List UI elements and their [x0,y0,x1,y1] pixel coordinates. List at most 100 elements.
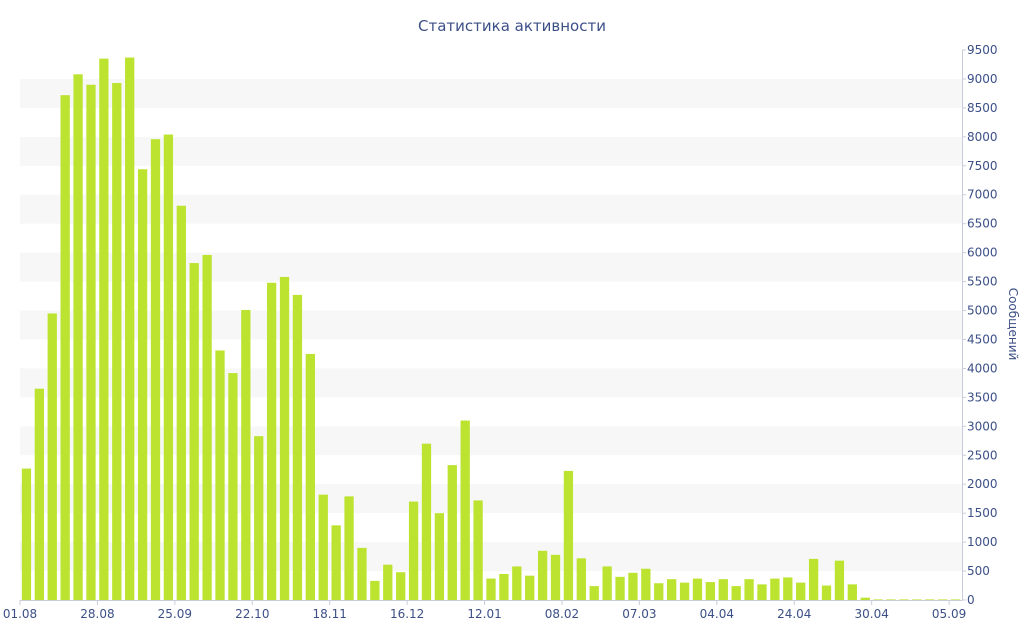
bar [215,350,225,600]
bar [550,554,561,600]
bar [718,579,728,600]
bar [370,580,380,600]
bar [512,566,522,600]
bar [912,599,922,600]
bar-series [21,57,961,601]
bar [163,134,174,600]
bar [241,309,251,600]
x-tick-label: 30.04 [854,607,888,621]
bar [821,585,832,600]
y-tick-label: 0 [967,593,975,607]
y-tick-label: 9500 [967,43,998,57]
bar [292,294,303,600]
grid-band [20,542,962,572]
x-tick-label: 12.01 [467,607,501,621]
bar [176,205,186,601]
bar [873,599,883,600]
bar [21,468,32,600]
y-tick-label: 4500 [967,332,998,346]
bar [860,597,870,600]
bar [266,282,277,600]
bar [60,95,70,600]
bar [486,578,496,600]
bar [421,443,432,600]
axes: 0 500 1000 1500 2000 2500 3000 3500 4000 4500 5000… [3,43,998,621]
grid-band [20,78,962,108]
bar [654,583,664,600]
grid-band [20,252,962,282]
bar [925,599,935,600]
grid-band [20,426,962,456]
bar [899,599,909,600]
bar [667,579,677,600]
bar [692,578,703,600]
y-tick-label: 5000 [967,304,998,318]
bar [679,582,690,600]
y-tick-label: 2500 [967,448,998,462]
bar [834,560,845,600]
x-tick-label: 05.09 [932,607,966,621]
bar [757,584,767,600]
bar [112,83,122,600]
bar [589,586,599,600]
bar [305,353,315,600]
y-tick-label: 6500 [967,217,998,231]
y-tick-label: 500 [967,564,990,578]
y-tick-label: 2000 [967,477,998,491]
x-tick-label: 24.04 [777,607,811,621]
y-axis-label: Сообщений [1006,288,1020,361]
y-tick-label: 7500 [967,159,998,173]
bar [383,564,393,600]
y-tick-label: 9000 [967,72,998,86]
grid-band [20,194,962,224]
bar [34,388,44,600]
y-tick-label: 3500 [967,390,998,404]
grid-band [20,484,962,514]
bar [150,139,161,600]
x-tick-label: 28.08 [80,607,114,621]
bar [499,573,509,600]
x-tick-label: 16.12 [390,607,424,621]
grid-band [20,310,962,340]
bar [137,169,148,600]
bar [331,525,341,600]
y-tick-label: 8500 [967,101,998,115]
y-tick-label: 3000 [967,419,998,433]
bar [847,584,857,600]
bar [434,513,445,600]
bar [783,577,793,600]
bar [318,494,328,600]
bar [615,576,625,600]
bar [628,572,638,600]
x-tick-label: 08.02 [545,607,579,621]
bar [408,501,419,600]
bar [396,572,406,600]
grid-band [20,136,962,166]
x-tick-label: 18.11 [313,607,347,621]
bar [770,578,780,600]
bar [189,263,199,600]
bar [641,568,651,600]
bar [602,566,612,600]
y-tick-label: 8000 [967,130,998,144]
grid-bands [20,78,962,572]
bar [796,582,806,600]
bar [576,558,586,600]
bar [254,436,264,600]
y-tick-label: 1500 [967,506,998,520]
x-tick-label: 01.08 [3,607,37,621]
bar [744,579,754,600]
bar [86,84,96,601]
bar [950,599,961,600]
bar [279,276,290,600]
bar [537,550,548,600]
y-tick-label: 1000 [967,535,998,549]
bar [731,586,741,600]
bar [99,58,109,601]
x-tick-label: 04.04 [700,607,734,621]
y-tick-label: 7000 [967,188,998,202]
bar [473,500,483,600]
bar [525,575,535,600]
y-tick-label: 5500 [967,275,998,289]
